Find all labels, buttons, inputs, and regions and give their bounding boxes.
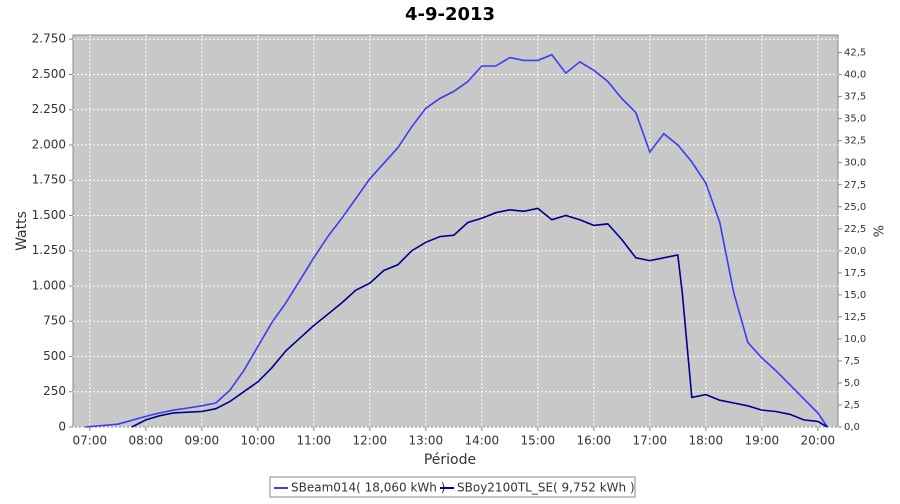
plot-area [72,34,839,428]
y2-tick-label: 17,5 [844,268,866,279]
y2-tick-label: 10,0 [844,334,866,345]
y-tick-label: 2.750 [32,32,66,46]
y2-tick-label: 2,5 [844,400,860,411]
x-tick-label: 07:00 [73,434,108,448]
x-tick-label: 10:00 [241,434,276,448]
x-tick-label: 17:00 [633,434,668,448]
y2-tick-label: 32,5 [844,136,866,147]
y-tick-label: 0 [58,420,66,434]
y2-tick-label: 35,0 [844,114,866,125]
legend-label: SBeam014( 18,060 kWh ) [291,481,445,495]
y-tick-label: 2.500 [32,67,66,81]
y2-tick-label: 12,5 [844,312,866,323]
y-tick-label: 2.250 [32,102,66,116]
y2-tick-label: 20,0 [844,246,866,257]
y2-tick-label: 0,0 [844,422,860,433]
chart-title: 4-9-2013 [405,4,495,25]
y-axis-label: Watts [14,211,30,251]
series-line [131,207,828,428]
y2-tick-label: 42,5 [844,48,866,59]
series-line [85,53,829,428]
y-tick-label: 250 [43,384,66,398]
x-tick-label: 16:00 [577,434,612,448]
y2-tick-label: 27,5 [844,180,866,191]
y2-tick-label: 15,0 [844,290,866,301]
y-tick-label: 1.000 [32,278,66,292]
y-tick-label: 1.500 [32,208,66,222]
y2-tick-label: 7,5 [844,356,860,367]
y-tick-label: 2.000 [32,137,66,151]
x-tick-label: 11:00 [297,434,332,448]
y2-tick-label: 22,5 [844,224,866,235]
y2-tick-label: 30,0 [844,158,866,169]
x-tick-label: 19:00 [745,434,780,448]
x-tick-label: 15:00 [521,434,556,448]
x-tick-label: 08:00 [129,434,164,448]
y-tick-label: 750 [43,314,66,328]
x-tick-label: 09:00 [185,434,220,448]
y2-tick-label: 37,5 [844,92,866,103]
x-tick-label: 20:00 [801,434,836,448]
y2-tick-label: 40,0 [844,70,866,81]
y2-axis-label: % [873,225,888,237]
x-tick-label: 13:00 [409,434,444,448]
x-tick-label: 18:00 [689,434,724,448]
y-tick-label: 1.250 [32,243,66,257]
x-tick-label: 12:00 [353,434,388,448]
y2-tick-label: 25,0 [844,202,866,213]
y-tick-label: 1.750 [32,173,66,187]
y2-tick-label: 5,0 [844,378,860,389]
y-tick-label: 500 [43,349,66,363]
x-tick-label: 14:00 [465,434,500,448]
x-axis-label: Période [424,452,476,468]
legend-label: SBoy2100TL_SE( 9,752 kWh ) [457,481,635,495]
